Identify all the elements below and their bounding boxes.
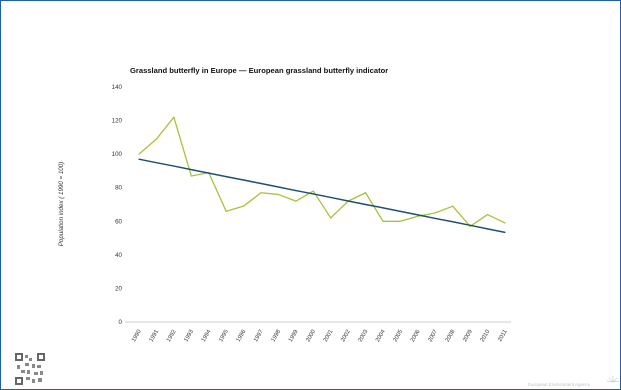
x-tick-label: 1996 <box>236 329 248 343</box>
x-tick-label: 2002 <box>340 329 352 343</box>
y-tick-label: 60 <box>115 218 122 225</box>
data-point <box>312 193 314 195</box>
x-tick-label: 2003 <box>358 329 370 343</box>
data-point <box>469 224 471 226</box>
x-tick-label: 2007 <box>427 329 439 343</box>
data-point <box>173 165 175 167</box>
data-point <box>312 190 314 192</box>
data-point <box>242 179 245 181</box>
data-point <box>486 213 489 216</box>
data-point <box>190 175 192 177</box>
eea-logo-icon <box>606 376 620 383</box>
data-point <box>364 203 367 206</box>
data-point <box>277 186 280 188</box>
data-point <box>382 220 384 222</box>
x-tick-label: 1990 <box>131 329 143 343</box>
data-point <box>347 200 349 202</box>
data-point <box>452 221 454 223</box>
x-tick-label: 2001 <box>323 329 335 343</box>
y-tick-label: 0 <box>119 319 123 326</box>
data-point <box>155 138 158 140</box>
y-axis-label: Population index ( 1990 = 100) <box>58 162 65 246</box>
data-point <box>399 210 402 212</box>
data-point <box>260 192 262 194</box>
y-tick-label: 80 <box>115 185 122 192</box>
data-point <box>138 153 140 155</box>
series-line-trend <box>138 158 506 234</box>
data-point <box>190 168 192 171</box>
y-tick-label: 100 <box>112 151 123 158</box>
x-tick-label: 1993 <box>183 329 195 343</box>
x-tick-label: 2008 <box>445 329 457 343</box>
data-point <box>486 228 489 230</box>
y-tick-labels: 0 20 40 60 80 100 120 140 <box>112 84 123 326</box>
data-point <box>382 207 384 209</box>
x-tick-label: 1991 <box>149 329 161 343</box>
y-tick-label: 140 <box>112 84 123 91</box>
data-point <box>225 210 227 212</box>
qr-code-icon <box>15 353 45 385</box>
x-tick-label: 2000 <box>305 329 317 343</box>
x-tick-label: 1997 <box>253 329 265 343</box>
y-tick-label: 120 <box>112 118 123 125</box>
x-tick-label: 2010 <box>480 329 492 343</box>
y-tick-label: 20 <box>115 285 122 292</box>
data-point <box>225 176 227 178</box>
data-point <box>417 214 419 216</box>
x-tick-label: 1995 <box>218 329 230 343</box>
chart-title: Grassland butterfly in Europe — European… <box>130 66 388 75</box>
data-point <box>504 222 506 224</box>
data-point <box>173 116 175 118</box>
x-tick-label: 1998 <box>271 329 283 343</box>
data-point <box>504 231 506 233</box>
x-tick-label: 2005 <box>393 329 405 343</box>
data-point <box>417 215 419 217</box>
data-point <box>295 200 297 202</box>
data-point <box>208 172 210 174</box>
data-point <box>452 205 454 207</box>
y-tick-label: 40 <box>115 252 122 259</box>
series-line-population-index <box>138 116 506 227</box>
data-point <box>155 162 158 164</box>
data-point <box>295 189 297 192</box>
data-point <box>138 158 140 160</box>
data-point <box>260 182 262 185</box>
footer-agency-text: European Environment Agency <box>528 382 591 387</box>
x-tick-label: 2006 <box>410 329 422 343</box>
data-point <box>330 217 332 219</box>
data-point <box>434 212 436 214</box>
data-point <box>364 192 367 194</box>
data-point <box>330 196 332 199</box>
x-tick-label: 1994 <box>201 328 213 343</box>
data-point <box>242 205 245 207</box>
data-point <box>277 193 280 196</box>
x-tick-label: 1992 <box>166 329 178 343</box>
x-tick-label: 2004 <box>375 328 387 343</box>
data-point <box>434 217 436 220</box>
data-point <box>399 220 402 222</box>
x-tick-labels: 1990 1991 1992 1993 1994 1995 1996 1997 1998 1999… <box>131 328 509 343</box>
series-lines <box>138 116 506 234</box>
x-tick-label: 2011 <box>497 329 508 343</box>
x-tick-label: 1999 <box>288 329 300 343</box>
x-tick-label: 2009 <box>462 329 474 343</box>
